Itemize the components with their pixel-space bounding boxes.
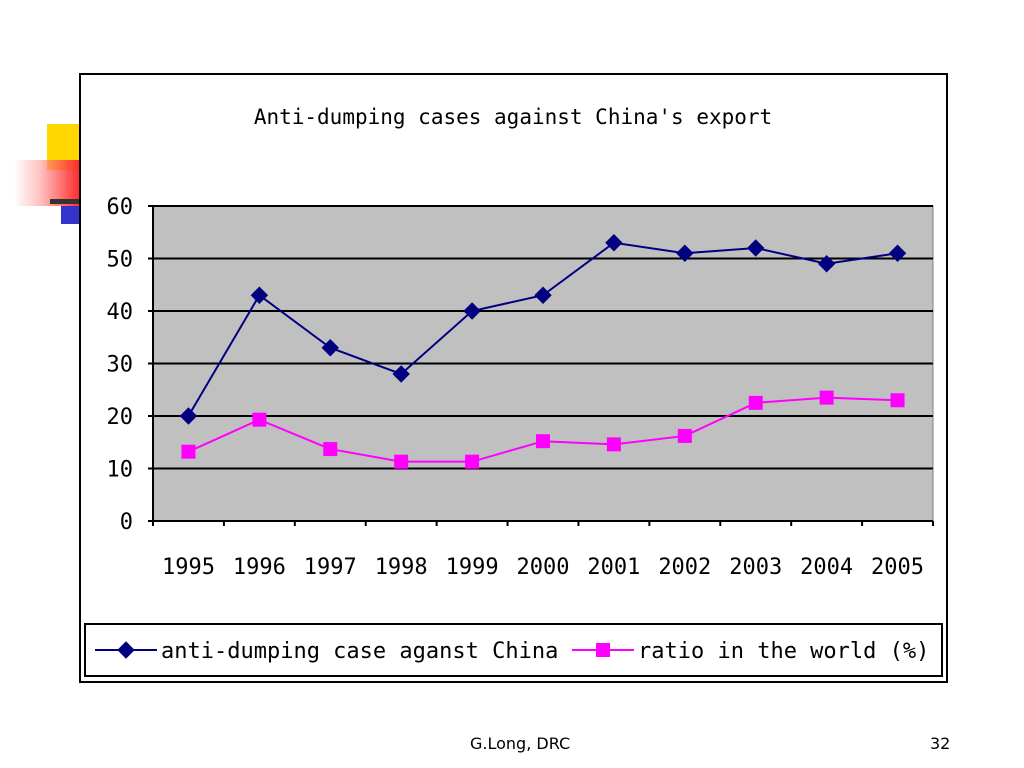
legend-label: ratio in the world (%) [638, 639, 929, 664]
x-tick-label: 1998 [375, 555, 428, 580]
y-tick-label: 0 [120, 510, 133, 535]
y-tick-label: 50 [107, 248, 134, 273]
decor-blue-square [61, 206, 79, 224]
page-number: 32 [930, 734, 951, 753]
data-point [817, 255, 836, 273]
x-tick-label: 2005 [871, 555, 924, 580]
series-1 [179, 234, 907, 425]
data-point [819, 390, 834, 405]
x-tick-label: 1999 [446, 555, 499, 580]
x-tick-label: 2004 [800, 555, 853, 580]
legend-marker [117, 641, 135, 659]
data-point [676, 244, 694, 262]
decor-red-gradient [14, 160, 80, 206]
data-point [392, 365, 410, 383]
x-tick-label: 1997 [304, 555, 357, 580]
x-tick-label: 2001 [587, 555, 640, 580]
data-point [250, 286, 269, 304]
legend-label: anti-dumping case aganst China [161, 639, 558, 664]
series-layer [179, 234, 907, 469]
x-tick-label: 2000 [517, 555, 570, 580]
footer-author: G.Long, DRC [470, 734, 571, 753]
x-tick-label: 2002 [658, 555, 711, 580]
x-tick-label: 1996 [233, 555, 286, 580]
data-point [463, 302, 481, 320]
chart-frame: Anti-dumping cases against China's expor… [79, 73, 948, 683]
data-point [748, 395, 763, 410]
y-tick-label: 30 [107, 353, 134, 378]
grid-lines [153, 205, 933, 470]
y-tick-labels: 0 10 20 30 40 50 60 [107, 195, 134, 535]
data-point [179, 407, 198, 425]
data-point [465, 454, 480, 469]
axes [148, 205, 934, 526]
data-point [252, 412, 267, 427]
y-tick-label: 10 [107, 458, 134, 483]
data-point [605, 234, 623, 252]
data-point [606, 437, 621, 452]
data-point [534, 286, 552, 304]
data-point [888, 244, 907, 262]
chart-title: Anti-dumping cases against China's expor… [254, 105, 772, 129]
x-tick-label: 1995 [162, 555, 215, 580]
x-tick-label: 2003 [729, 555, 782, 580]
series-2 [181, 390, 905, 469]
y-tick-label: 20 [107, 405, 134, 430]
data-point [890, 393, 905, 408]
legend: anti-dumping case aganst China ratio in t… [84, 623, 943, 677]
data-point [394, 454, 409, 469]
legend-marker [596, 643, 610, 657]
data-point [536, 434, 550, 449]
data-point [747, 239, 765, 257]
y-tick-label: 40 [107, 300, 134, 325]
x-tick-labels: 1995 1996 1997 1998 1999 2000 2001 2002 2003 2004… [162, 555, 924, 580]
data-point [181, 444, 196, 459]
data-point [323, 442, 338, 457]
y-tick-label: 60 [107, 195, 134, 220]
data-point [677, 428, 692, 443]
legend-box [84, 623, 943, 677]
data-point [321, 339, 339, 357]
line-chart: Anti-dumping cases against China's expor… [84, 105, 943, 677]
decor-dark-line [50, 199, 80, 204]
